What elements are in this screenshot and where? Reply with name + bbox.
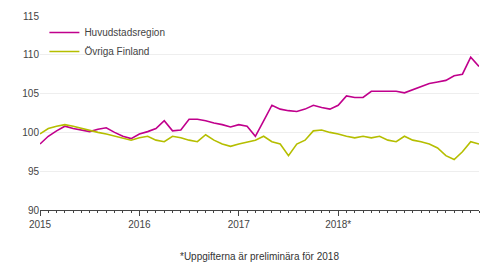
svg-text:2016: 2016	[128, 219, 151, 230]
svg-text:2017: 2017	[228, 219, 251, 230]
svg-text:115: 115	[23, 11, 39, 22]
svg-text:110: 110	[23, 49, 39, 60]
svg-text:90: 90	[28, 205, 40, 216]
svg-text:2015: 2015	[29, 219, 52, 230]
svg-text:Övriga Finland: Övriga Finland	[84, 46, 149, 57]
svg-text:100: 100	[22, 127, 39, 138]
svg-text:2018*: 2018*	[325, 219, 351, 230]
svg-text:105: 105	[22, 88, 39, 99]
svg-text:95: 95	[28, 166, 40, 177]
svg-text:*Uppgifterna är preliminära fö: *Uppgifterna är preliminära för 2018	[180, 251, 339, 262]
svg-text:Huvudstadsregion: Huvudstadsregion	[84, 27, 165, 38]
